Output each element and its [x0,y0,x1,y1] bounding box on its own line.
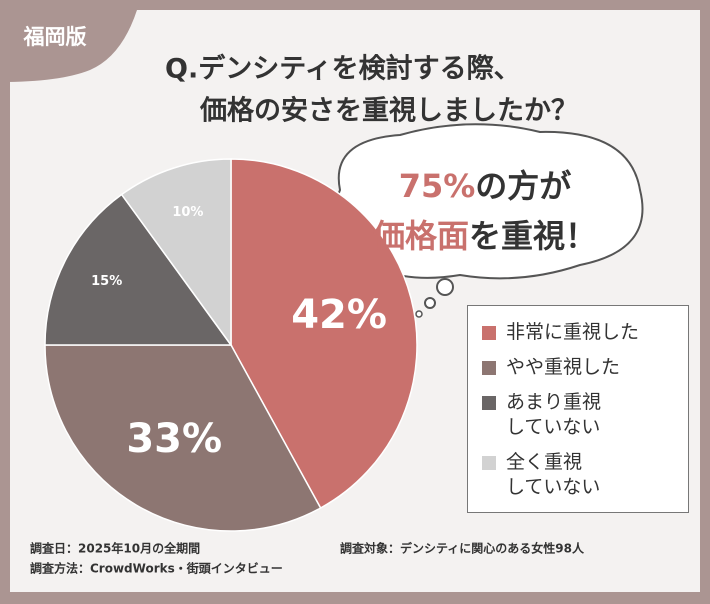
legend-label: やや重視した [506,356,621,378]
badge-bg [0,0,140,82]
callout-part: 75% [399,167,476,205]
legend: 非常に重視した やや重視したあまり重視 していない 全く重視 していない [467,305,689,513]
value-label: 10% [172,205,203,220]
callout-part: 価格面 [372,217,469,255]
legend-item: やや重視した [478,355,678,380]
callout-part: の方が [475,167,571,205]
callout-part: を重視！ [469,217,597,255]
pie-slice [120,158,232,348]
legend-item: 非常に重視した [478,320,678,345]
title-line: Q.デンシティを検討する際、 [165,53,521,85]
callout: 価格面を重視！ [372,217,597,255]
legend-item: あまり重視 していない [478,390,678,440]
note: 調査対象：デンシティに関心のある女性98人 [340,541,585,556]
value-label: 33% [126,416,222,462]
legend-label: 非常に重視した [506,321,640,343]
pie-slice [230,158,418,510]
pie-slice [44,344,322,532]
badge: 福岡版 [23,25,87,49]
legend-swatch [482,456,496,470]
legend-label: 全く重視 していない [506,451,601,498]
legend-swatch [482,326,496,340]
value-label: 15% [91,274,122,289]
note: 調査方法：CrowdWorks・街頭インタビュー [30,561,283,576]
pie-slice [44,193,233,346]
callout: 75%の方が [399,167,572,205]
legend-item: 全く重視 していない [478,450,678,500]
value-label: 42% [291,292,387,338]
note: 調査日：2025年10月の全期間 [30,541,200,556]
legend-swatch [482,396,496,410]
legend-swatch [482,361,496,375]
legend-label: あまり重視 していない [506,391,602,438]
title-line: 価格の安さを重視しましたか？ [199,96,578,127]
